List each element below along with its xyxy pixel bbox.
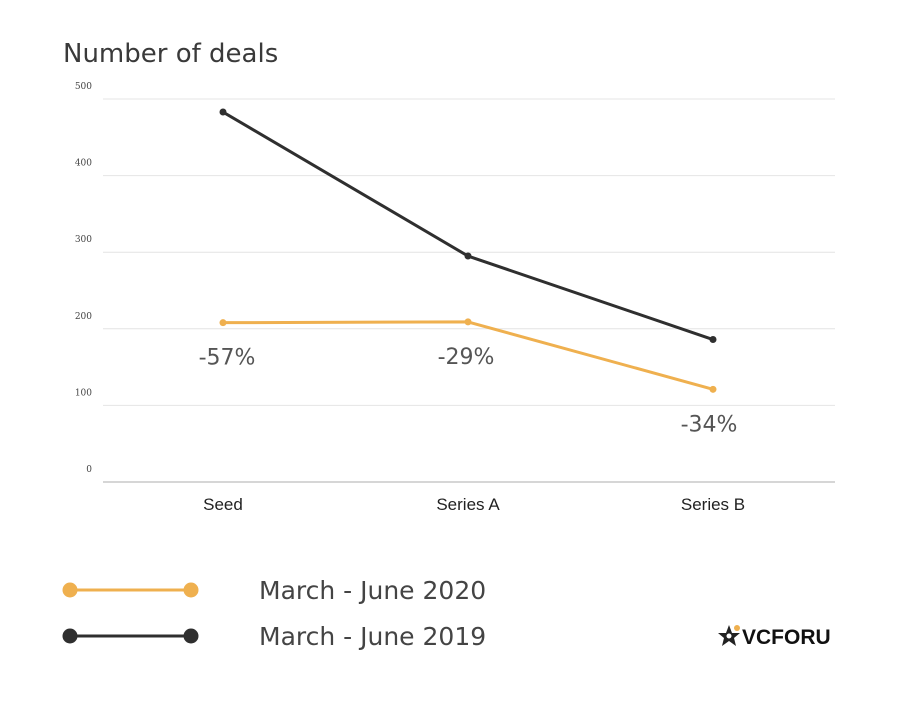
- y-axis-ticks: 500 400 300 200 100 0: [75, 82, 92, 475]
- grid: [103, 98, 835, 483]
- legend-label: March - June 2019: [259, 622, 486, 651]
- y-tick-label: 500: [75, 82, 92, 92]
- legend-marker: [62, 582, 78, 598]
- change-label: -34%: [681, 412, 738, 437]
- y-tick-label: 400: [75, 159, 92, 169]
- x-tick-label: Series A: [436, 495, 500, 514]
- chart-title: Number of deals: [63, 39, 278, 69]
- y-tick-label: 0: [86, 465, 92, 475]
- change-label: -57%: [199, 346, 256, 371]
- puzzle-star-icon: [718, 625, 740, 646]
- change-label: -29%: [438, 345, 495, 370]
- data-point: [219, 108, 227, 116]
- data-point: [464, 252, 472, 260]
- y-tick-label: 100: [75, 388, 92, 398]
- data-point: [709, 385, 717, 393]
- legend-label: March - June 2020: [259, 576, 486, 605]
- data-point: [709, 336, 717, 344]
- x-tick-label: Series B: [681, 495, 745, 514]
- annotations: -57% -29% -34%: [199, 345, 738, 437]
- x-axis-ticks: Seed Series A Series B: [203, 495, 745, 514]
- legend-marker: [62, 628, 78, 644]
- series-line: [221, 110, 715, 342]
- legend: March - June 2020 March - June 2019: [62, 576, 486, 651]
- legend-marker: [183, 628, 199, 644]
- y-tick-label: 300: [75, 235, 92, 245]
- legend-marker: [183, 582, 199, 598]
- data-point: [219, 319, 227, 327]
- data-point: [464, 318, 472, 326]
- x-tick-label: Seed: [203, 495, 243, 514]
- vcforu-logo: VCFORU: [718, 625, 831, 649]
- logo-text: VCFORU: [742, 626, 831, 649]
- y-tick-label: 200: [75, 312, 92, 322]
- series-group: [219, 108, 717, 393]
